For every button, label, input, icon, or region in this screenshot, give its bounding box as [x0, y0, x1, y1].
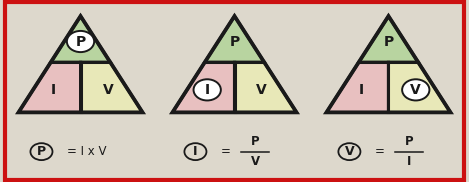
Polygon shape [388, 62, 451, 112]
Ellipse shape [402, 79, 430, 100]
Text: = I x V: = I x V [67, 145, 106, 158]
Text: P: P [251, 135, 259, 148]
Polygon shape [326, 62, 388, 112]
Text: P: P [405, 135, 414, 148]
Text: P: P [229, 35, 240, 49]
Text: =: = [220, 145, 230, 158]
Text: I: I [51, 83, 56, 97]
Text: I: I [204, 83, 210, 97]
Polygon shape [51, 16, 110, 62]
Polygon shape [18, 62, 81, 112]
Text: V: V [250, 155, 260, 168]
Polygon shape [204, 16, 265, 62]
Text: P: P [37, 145, 46, 158]
Text: V: V [257, 83, 267, 97]
Ellipse shape [67, 31, 94, 52]
Text: =: = [374, 145, 384, 158]
Text: V: V [102, 83, 113, 97]
Polygon shape [81, 62, 143, 112]
Ellipse shape [194, 79, 221, 100]
Text: V: V [410, 83, 421, 97]
Text: V: V [345, 145, 354, 158]
Polygon shape [359, 16, 418, 62]
Text: I: I [359, 83, 364, 97]
Text: I: I [193, 145, 197, 158]
Text: P: P [76, 35, 86, 49]
Polygon shape [173, 62, 234, 112]
Polygon shape [234, 62, 296, 112]
Text: P: P [383, 35, 393, 49]
Text: I: I [407, 155, 411, 168]
